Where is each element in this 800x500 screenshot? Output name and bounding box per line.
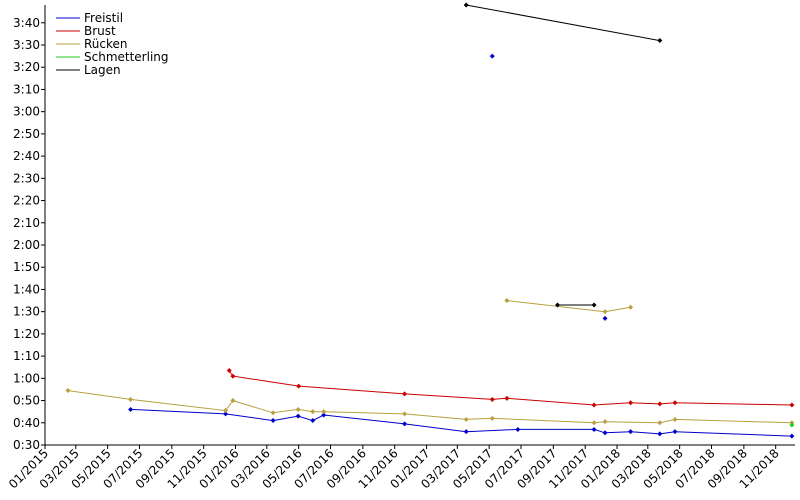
data-point xyxy=(672,429,678,435)
data-point xyxy=(489,415,495,421)
data-point xyxy=(223,411,229,417)
legend-item: Brust xyxy=(56,24,116,38)
y-tick-label: 1:40 xyxy=(13,282,40,296)
data-point xyxy=(628,304,634,310)
y-tick-label: 0:30 xyxy=(13,438,40,452)
data-point xyxy=(489,396,495,402)
data-point xyxy=(591,302,597,308)
data-point xyxy=(270,418,276,424)
series-line xyxy=(466,4,660,42)
legend-label: Freistil xyxy=(84,11,123,25)
data-point xyxy=(657,420,663,426)
data-point xyxy=(402,421,408,427)
legend-label: Schmetterling xyxy=(84,50,169,64)
y-tick-label: 2:40 xyxy=(13,149,40,163)
axes: 0:30 0:40 0:50 1:00 1:10 1:20 1:30 1:40 1:50 2:00… xyxy=(6,5,795,491)
data-point xyxy=(555,302,561,308)
data-point xyxy=(270,410,276,416)
data-point xyxy=(463,429,469,435)
data-point xyxy=(295,413,301,419)
plot-area xyxy=(65,2,795,439)
data-point xyxy=(789,422,795,428)
y-tick-label: 1:50 xyxy=(13,260,40,274)
legend-item: Lagen xyxy=(56,63,121,77)
data-point xyxy=(310,409,316,415)
data-point xyxy=(463,416,469,422)
series-freistil xyxy=(128,53,795,439)
data-point xyxy=(463,2,469,8)
series-line xyxy=(506,300,631,313)
y-tick-label: 2:10 xyxy=(13,216,40,230)
data-point xyxy=(591,420,597,426)
series-r-cken xyxy=(65,298,795,426)
data-point xyxy=(489,53,495,59)
data-point xyxy=(628,429,634,435)
data-point xyxy=(602,315,608,321)
legend-label: Rücken xyxy=(84,37,128,51)
series-schmetterling xyxy=(789,422,795,428)
data-point xyxy=(504,395,510,401)
y-tick-label: 3:30 xyxy=(13,38,40,52)
y-tick-label: 2:20 xyxy=(13,194,40,208)
series-line xyxy=(228,370,792,406)
data-point xyxy=(128,406,134,412)
data-point xyxy=(657,431,663,437)
y-tick-label: 1:20 xyxy=(13,327,40,341)
legend-item: Freistil xyxy=(56,11,123,25)
legend-item: Rücken xyxy=(56,37,128,51)
data-point xyxy=(591,402,597,408)
data-point xyxy=(65,388,71,394)
data-point xyxy=(602,430,608,436)
y-tick-label: 3:40 xyxy=(13,16,40,30)
data-point xyxy=(296,383,302,389)
data-point xyxy=(310,418,316,424)
legend-label: Brust xyxy=(84,24,116,38)
data-point xyxy=(226,368,232,374)
data-point xyxy=(602,419,608,425)
y-tick-label: 0:50 xyxy=(13,394,40,408)
y-tick-label: 2:00 xyxy=(13,238,40,252)
y-tick-label: 0:40 xyxy=(13,416,40,430)
data-point xyxy=(128,396,134,402)
data-point xyxy=(789,402,795,408)
data-point xyxy=(295,406,301,412)
y-tick-label: 1:30 xyxy=(13,305,40,319)
y-tick-label: 3:00 xyxy=(13,105,40,119)
y-tick-label: 1:10 xyxy=(13,349,40,363)
legend-label: Lagen xyxy=(84,63,121,77)
data-point xyxy=(504,298,510,304)
data-point xyxy=(657,38,663,44)
data-point xyxy=(602,309,608,315)
series-brust xyxy=(226,368,795,408)
data-point xyxy=(223,408,229,414)
data-point xyxy=(672,400,678,406)
legend-item: Schmetterling xyxy=(56,50,169,64)
data-point xyxy=(230,373,236,379)
data-point xyxy=(672,416,678,422)
data-point xyxy=(321,412,327,418)
series-lagen xyxy=(463,2,663,308)
data-point xyxy=(321,409,327,415)
data-point xyxy=(789,433,795,439)
data-point xyxy=(591,426,597,432)
data-point xyxy=(230,398,236,404)
y-tick-label: 2:50 xyxy=(13,127,40,141)
y-tick-label: 3:10 xyxy=(13,82,40,96)
data-point xyxy=(628,400,634,406)
data-point xyxy=(657,401,663,407)
y-tick-label: 3:20 xyxy=(13,60,40,74)
y-tick-label: 2:30 xyxy=(13,171,40,185)
data-point xyxy=(402,391,408,397)
data-point xyxy=(515,426,521,432)
y-tick-label: 1:00 xyxy=(13,371,40,385)
series-line xyxy=(130,408,792,437)
data-point xyxy=(402,411,408,417)
series-line xyxy=(67,390,792,424)
